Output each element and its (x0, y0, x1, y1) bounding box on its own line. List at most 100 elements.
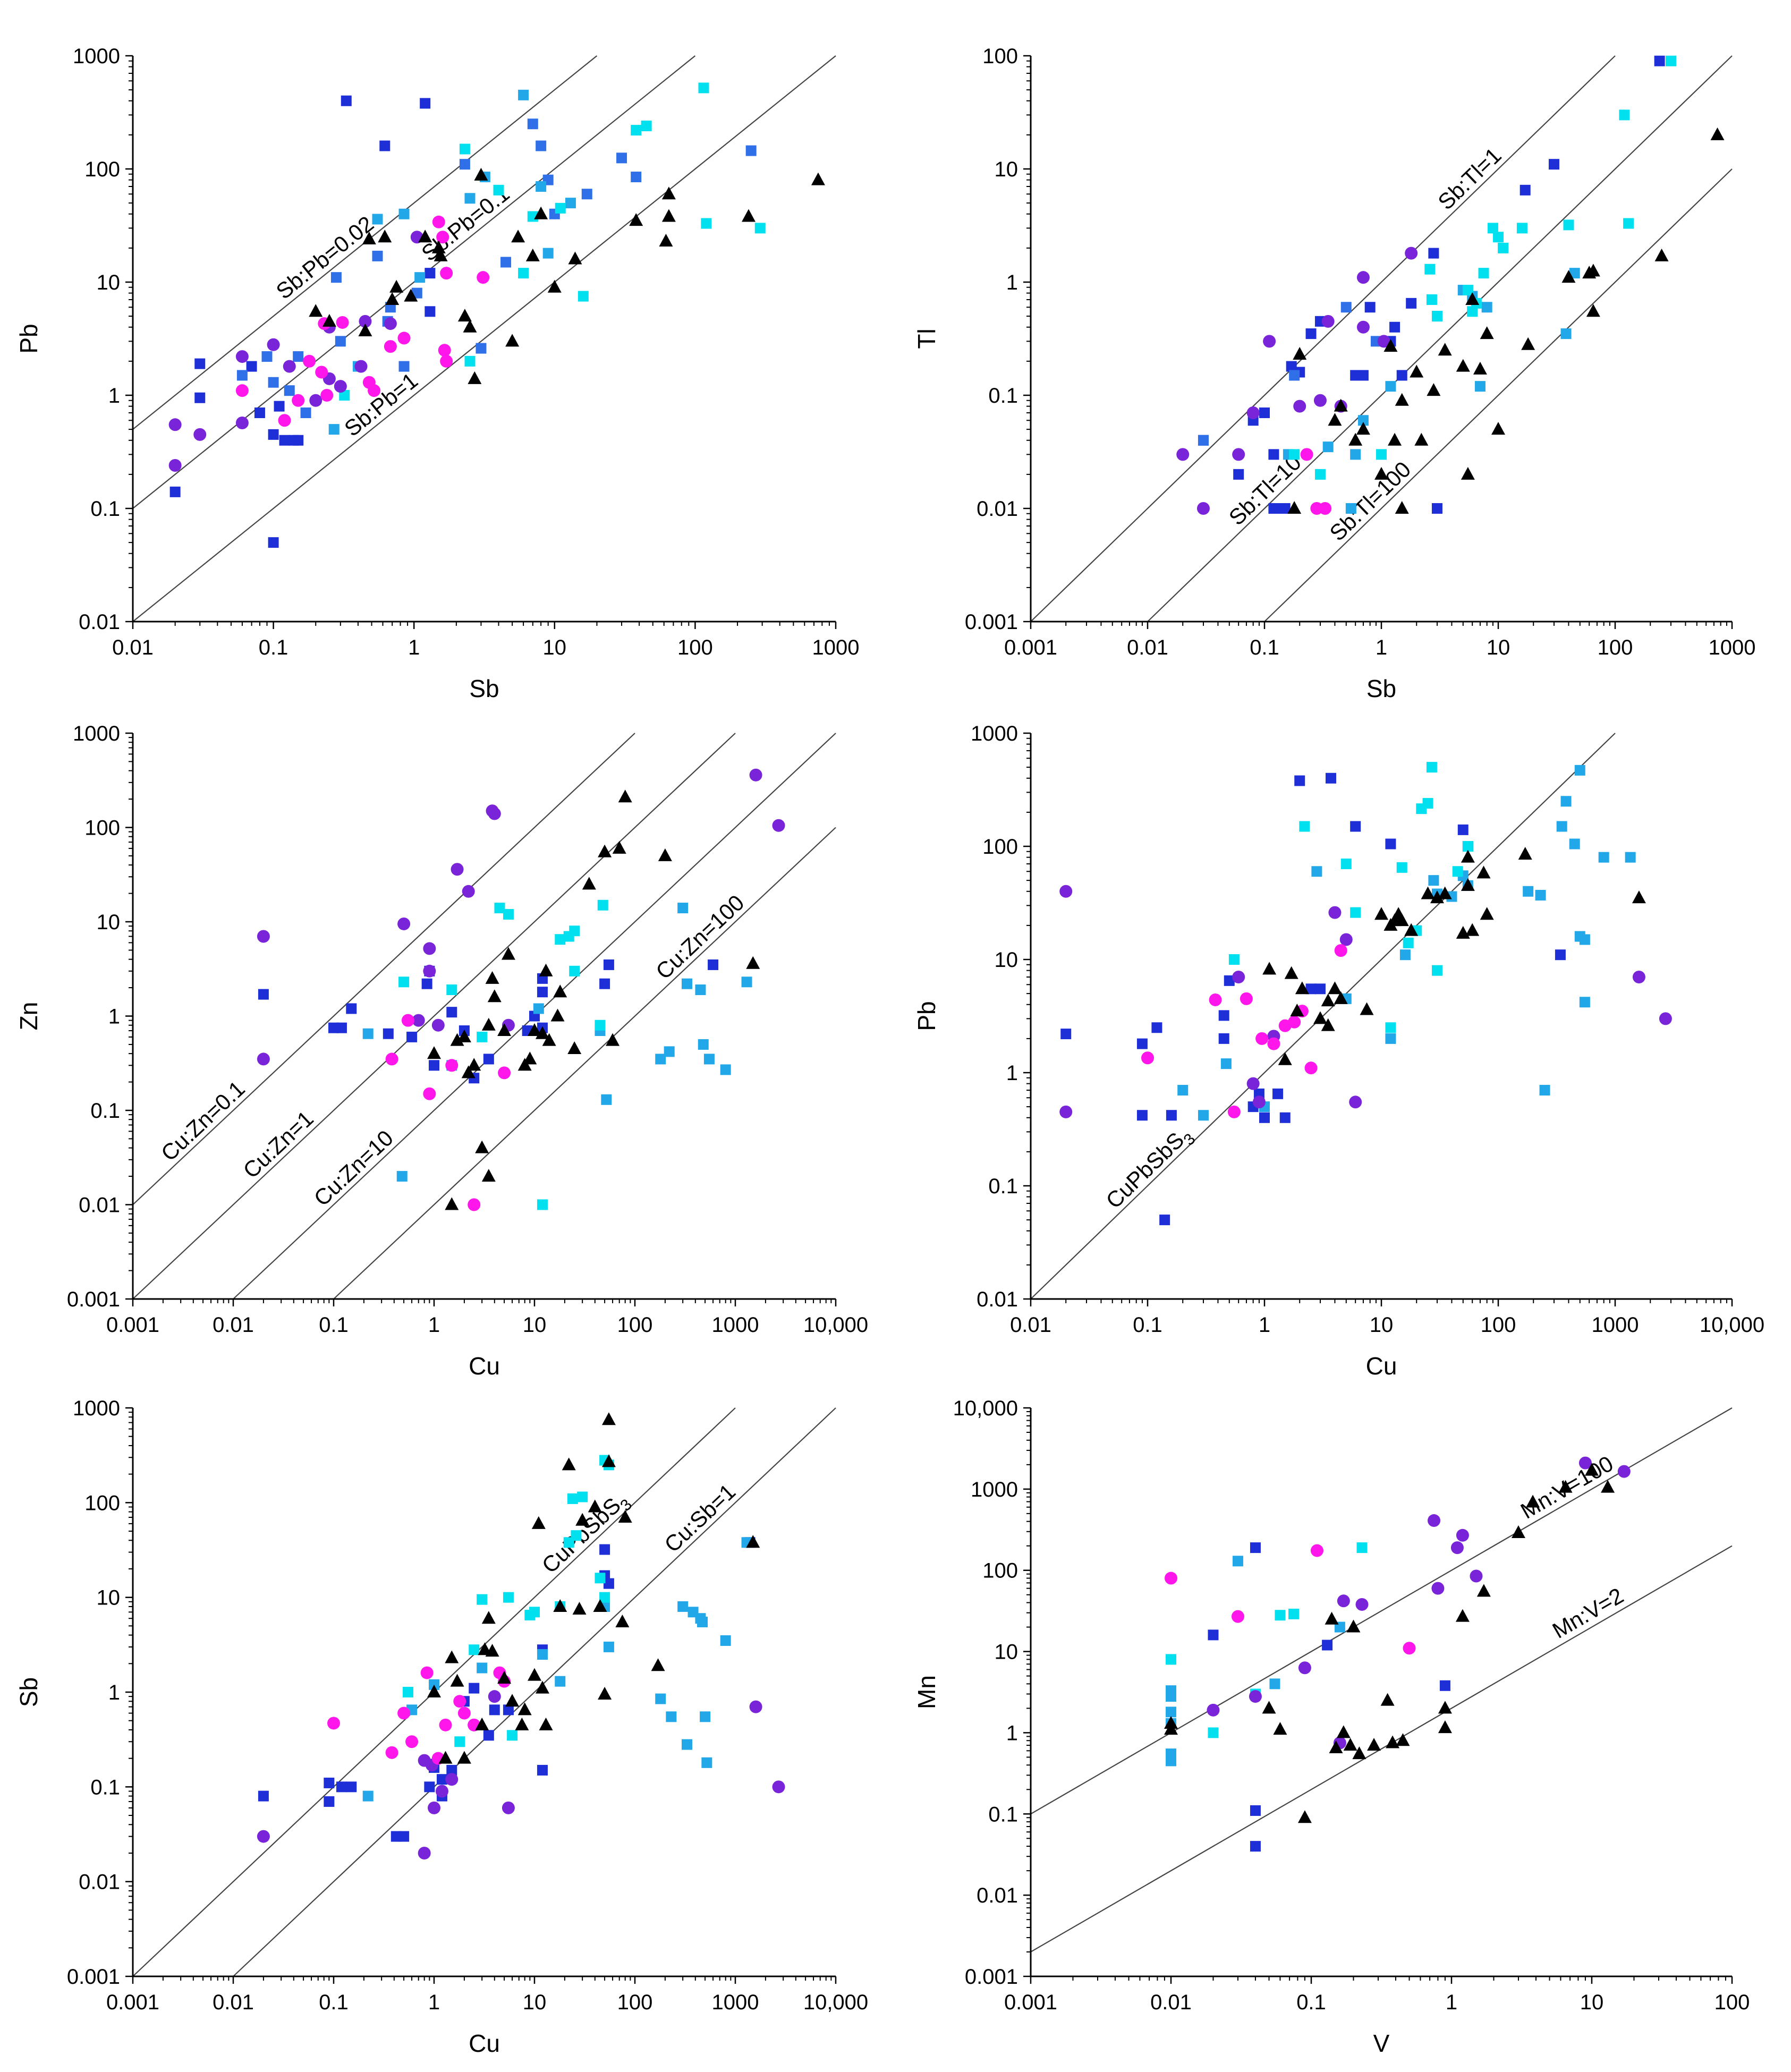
data-point-black-triangles (598, 1686, 612, 1700)
data-point-cyan-squares (567, 1493, 578, 1504)
data-point-black-triangles (517, 1702, 532, 1716)
data-point-sky-blue-squares (1523, 886, 1534, 897)
reference-line (1264, 168, 1733, 622)
data-point-sky-blue-squares (666, 1711, 677, 1722)
data-point-sky-blue-squares (655, 1054, 666, 1065)
data-point-black-triangles (457, 1751, 471, 1764)
data-point-medium-blue-squares (616, 152, 627, 164)
data-point-cyan-squares (1299, 821, 1310, 832)
data-point-blue-squares (1520, 184, 1531, 196)
data-point-blue-squares (398, 1831, 410, 1842)
data-point-sky-blue-squares (372, 214, 383, 225)
data-point-black-triangles (431, 240, 446, 253)
data-point-purple-circles (1059, 885, 1073, 898)
data-point-blue-squares (1385, 838, 1396, 850)
data-point-black-triangles (1395, 913, 1409, 927)
data-point-medium-blue-squares (1289, 370, 1300, 381)
data-point-black-triangles (1346, 1619, 1361, 1633)
data-point-cyan-squares (1228, 954, 1240, 965)
y-tick-label: 10 (97, 1586, 121, 1610)
data-point-purple-circles (1356, 320, 1370, 334)
data-point-black-triangles (427, 1685, 441, 1697)
data-point-blue-squares (599, 978, 610, 989)
data-point-black-triangles (505, 334, 520, 347)
data-point-purple-circles (193, 428, 207, 441)
y-tick-label: 0.001 (965, 610, 1018, 634)
data-point-black-triangles (1395, 393, 1409, 406)
data-point-black-triangles (1438, 886, 1452, 899)
x-tick-label: 100 (617, 1313, 653, 1337)
data-point-purple-circles (1470, 1569, 1483, 1583)
data-point-black-triangles (1526, 1494, 1540, 1508)
data-point-cyan-squares (754, 223, 766, 234)
chart-cu-sb: CuPbSbS3Cu:Sb=10.0010.010.1110100100010,… (15, 1397, 868, 2057)
chart-sb-pb: Sb:Pb=0.02 Sb:Pb=0.1Sb:Pb=10.01 0.1 1 10 100 1… (15, 45, 859, 702)
data-point-magenta-circles (1231, 1610, 1244, 1623)
data-point-sky-blue-squares (1357, 415, 1369, 426)
data-point-black-triangles (1601, 1480, 1615, 1493)
data-point-purple-circles (435, 1785, 448, 1798)
y-tick-label: 0.01 (79, 1871, 120, 1894)
data-point-magenta-circles (1240, 992, 1253, 1005)
data-point-sky-blue-squares (1385, 1033, 1396, 1044)
data-point-sky-blue-squares (720, 1635, 731, 1646)
data-point-black-triangles (601, 1454, 616, 1467)
reference-line (1030, 1407, 1733, 1815)
data-point-black-triangles (1586, 264, 1600, 277)
y-tick-label: 0.01 (79, 1194, 120, 1217)
data-point-purple-circles (257, 1830, 270, 1843)
reference-line (132, 733, 736, 1300)
data-point-black-triangles (445, 1650, 459, 1663)
data-point-purple-circles (1428, 1514, 1441, 1527)
data-point-black-triangles (618, 1509, 632, 1523)
data-point-magenta-circles (401, 1014, 414, 1027)
data-point-black-triangles (1380, 1693, 1395, 1706)
data-point-black-triangles (481, 1017, 496, 1031)
data-point-medium-blue-squares (330, 272, 342, 283)
data-point-magenta-circles (368, 384, 381, 397)
data-point-black-triangles (1473, 361, 1487, 375)
points (257, 1412, 785, 1859)
data-point-blue-squares (1250, 1805, 1261, 1816)
data-point-blue-squares (1208, 1629, 1219, 1641)
data-point-magenta-circles (1288, 1015, 1301, 1029)
data-point-cyan-squares (1563, 219, 1574, 231)
y-tick-label: 100 (84, 817, 120, 840)
data-point-medium-blue-squares (500, 257, 512, 268)
data-point-sky-blue-squares (1560, 328, 1572, 339)
reference-line (132, 55, 836, 622)
data-point-cyan-squares (698, 82, 709, 94)
data-point-purple-circles (257, 930, 270, 943)
data-point-black-triangles (1328, 981, 1342, 995)
data-point-black-triangles (553, 984, 567, 998)
x-axis-label: V (1373, 2029, 1390, 2057)
x-tick-label: 1 (1259, 1313, 1270, 1337)
data-point-medium-blue-squares (581, 189, 592, 200)
data-point-medium-blue-squares (261, 351, 273, 362)
data-point-black-triangles (1511, 1525, 1525, 1539)
data-point-black-triangles (1438, 343, 1452, 356)
data-point-blue-squares (268, 429, 279, 440)
data-point-black-triangles (1465, 292, 1480, 305)
data-point-cyan-squares (1498, 242, 1509, 253)
data-point-magenta-circles (453, 1695, 466, 1708)
data-point-sky-blue-squares (1166, 1755, 1176, 1767)
y-axis-label: Sb (15, 1677, 43, 1707)
data-point-magenta-circles (1310, 1544, 1323, 1557)
data-point-magenta-circles (336, 316, 349, 329)
data-point-blue-squares (599, 1544, 610, 1555)
data-point-black-triangles (1356, 422, 1370, 435)
data-point-medium-blue-squares (236, 370, 248, 381)
data-point-black-triangles (501, 947, 515, 960)
data-point-black-triangles (389, 279, 404, 293)
data-point-sky-blue-squares (701, 1757, 712, 1768)
data-point-cyan-squares (1426, 294, 1437, 305)
data-point-sky-blue-squares (1322, 441, 1334, 453)
data-point-cyan-squares (503, 908, 514, 920)
y-tick-label: 1 (1006, 1721, 1018, 1745)
data-point-sky-blue-squares (477, 1662, 488, 1674)
data-point-black-triangles (661, 209, 676, 222)
data-point-cyan-squares (569, 965, 580, 976)
data-point-sky-blue-squares (555, 1676, 566, 1687)
data-point-cyan-squares (1422, 798, 1433, 809)
